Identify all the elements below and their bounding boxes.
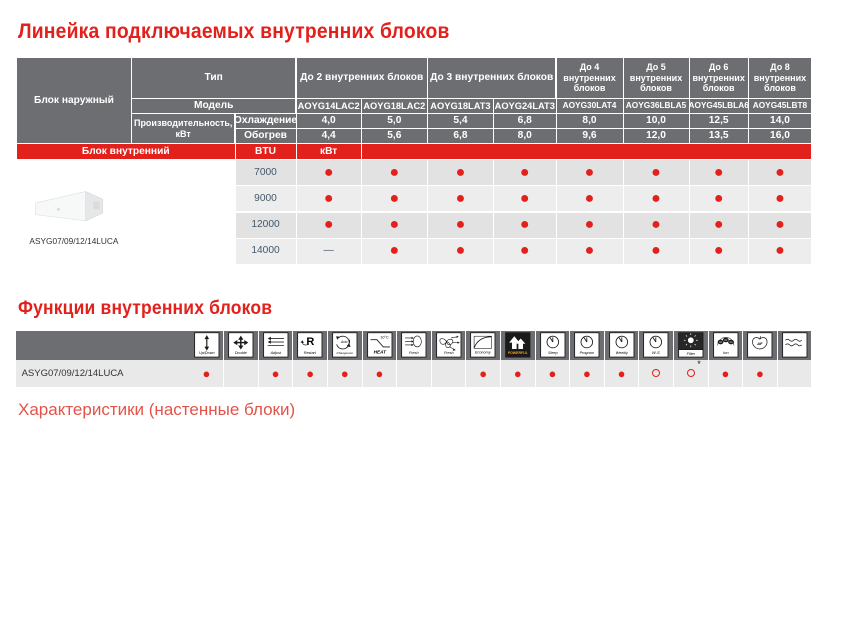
svg-text:Up/Down: Up/Down bbox=[199, 351, 215, 355]
svg-text:R: R bbox=[307, 336, 315, 348]
svg-text:Ion: Ion bbox=[723, 350, 729, 355]
svg-text:Filter: Filter bbox=[687, 352, 696, 356]
svg-text:Economy: Economy bbox=[475, 351, 492, 355]
svg-text:Weekly: Weekly bbox=[615, 351, 628, 355]
svg-text:Auto: Auto bbox=[340, 340, 348, 344]
svg-text:AF: AF bbox=[756, 341, 763, 346]
svg-text:Adjust: Adjust bbox=[269, 351, 281, 355]
svg-text:HEAT: HEAT bbox=[373, 350, 386, 355]
svg-text:Fresh: Fresh bbox=[444, 351, 454, 355]
svg-text:Changeover: Changeover bbox=[337, 351, 355, 355]
svg-text:Double: Double bbox=[235, 351, 247, 355]
svg-text:Program: Program bbox=[580, 351, 594, 355]
svg-text:10°C: 10°C bbox=[380, 336, 389, 340]
svg-text:Sleep: Sleep bbox=[548, 351, 558, 355]
svg-text:POWERFUL: POWERFUL bbox=[508, 351, 528, 355]
svg-text:W-S: W-S bbox=[652, 350, 660, 355]
svg-text:Restart: Restart bbox=[304, 351, 317, 355]
svg-text:Fresh: Fresh bbox=[409, 351, 419, 355]
